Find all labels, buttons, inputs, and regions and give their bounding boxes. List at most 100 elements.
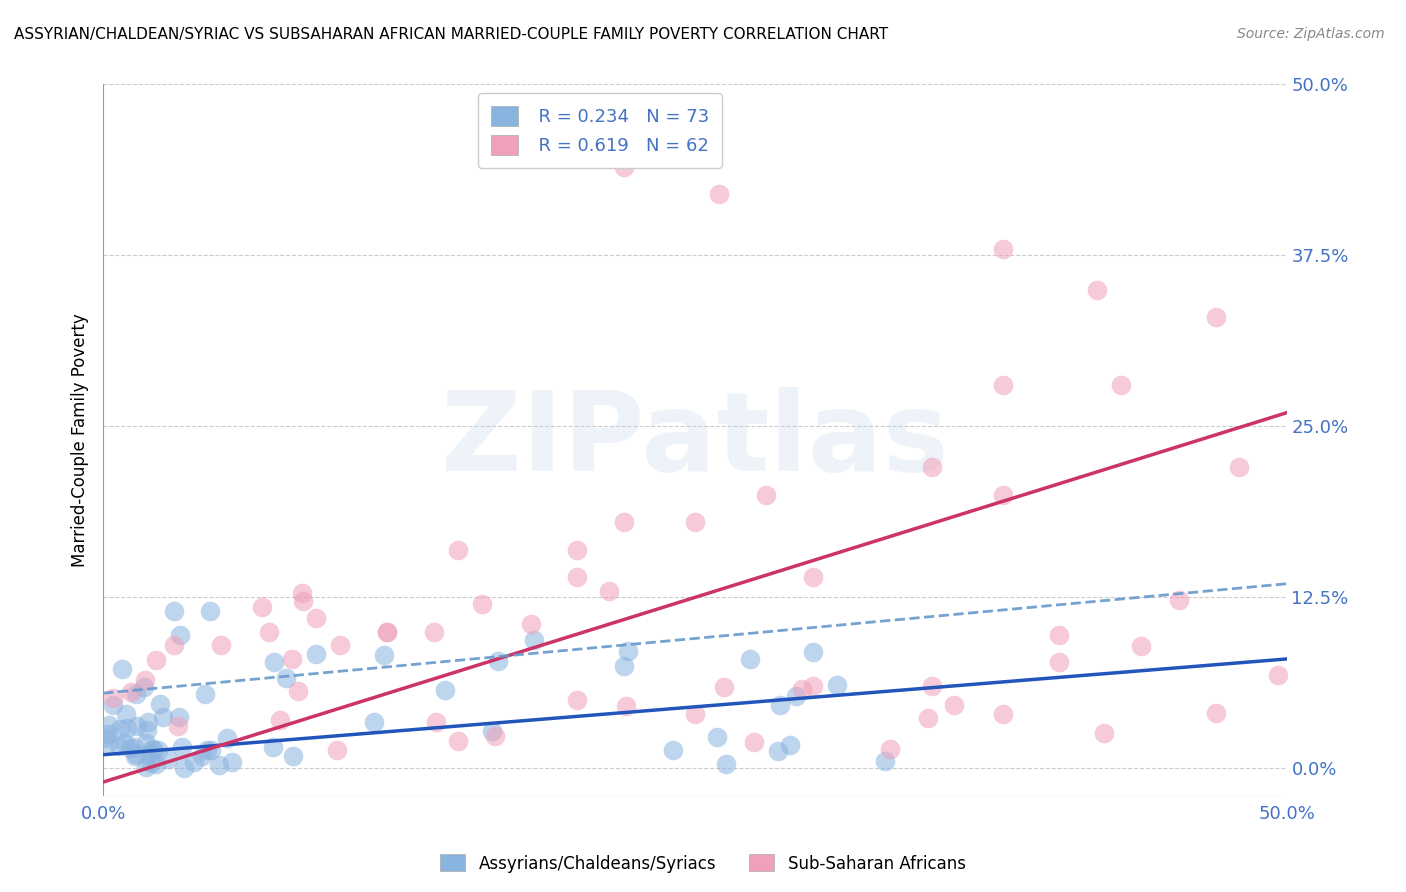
- Point: [433, 682, 456, 697]
- Point: [287, 683, 309, 698]
- Point: [991, 488, 1014, 502]
- Point: [598, 584, 620, 599]
- Point: [1205, 310, 1227, 324]
- Point: [766, 744, 789, 758]
- Point: [281, 652, 304, 666]
- Point: [94, 731, 117, 745]
- Point: [257, 624, 280, 639]
- Point: [115, 706, 138, 721]
- Point: [190, 748, 212, 763]
- Point: [167, 719, 190, 733]
- Point: [163, 604, 186, 618]
- Point: [195, 743, 218, 757]
- Point: [132, 681, 155, 695]
- Point: [101, 691, 124, 706]
- Point: [801, 645, 824, 659]
- Point: [117, 721, 139, 735]
- Point: [120, 684, 142, 698]
- Point: [135, 759, 157, 773]
- Point: [1267, 667, 1289, 681]
- Point: [683, 706, 706, 721]
- Point: [613, 160, 636, 174]
- Text: ASSYRIAN/CHALDEAN/SYRIAC VS SUBSAHARAN AFRICAN MARRIED-COUPLE FAMILY POVERTY COR: ASSYRIAN/CHALDEAN/SYRIAC VS SUBSAHARAN A…: [14, 27, 889, 42]
- Point: [149, 697, 172, 711]
- Point: [108, 722, 131, 736]
- Point: [194, 687, 217, 701]
- Point: [292, 593, 315, 607]
- Point: [136, 715, 159, 730]
- Point: [801, 679, 824, 693]
- Point: [523, 632, 546, 647]
- Point: [1168, 592, 1191, 607]
- Point: [252, 600, 274, 615]
- Point: [707, 186, 730, 201]
- Point: [134, 673, 156, 688]
- Point: [447, 542, 470, 557]
- Point: [363, 715, 385, 730]
- Point: [125, 747, 148, 761]
- Point: [141, 742, 163, 756]
- Point: [520, 616, 543, 631]
- Point: [1085, 283, 1108, 297]
- Point: [565, 693, 588, 707]
- Point: [305, 611, 328, 625]
- Point: [208, 758, 231, 772]
- Y-axis label: Married-Couple Family Poverty: Married-Couple Family Poverty: [72, 313, 89, 567]
- Point: [291, 586, 314, 600]
- Point: [486, 654, 509, 668]
- Point: [565, 570, 588, 584]
- Point: [769, 698, 792, 712]
- Point: [198, 604, 221, 618]
- Point: [1047, 655, 1070, 669]
- Point: [1227, 460, 1250, 475]
- Point: [447, 734, 470, 748]
- Point: [211, 638, 233, 652]
- Point: [97, 718, 120, 732]
- Point: [215, 731, 238, 745]
- Point: [221, 755, 243, 769]
- Point: [135, 736, 157, 750]
- Point: [114, 736, 136, 750]
- Point: [991, 242, 1014, 256]
- Point: [122, 740, 145, 755]
- Point: [141, 743, 163, 757]
- Point: [167, 710, 190, 724]
- Point: [742, 735, 765, 749]
- Point: [875, 754, 897, 768]
- Point: [921, 460, 943, 475]
- Point: [200, 743, 222, 757]
- Point: [263, 655, 285, 669]
- Point: [135, 723, 157, 737]
- Point: [785, 689, 807, 703]
- Point: [917, 711, 939, 725]
- Point: [269, 714, 291, 728]
- Point: [617, 644, 640, 658]
- Point: [283, 748, 305, 763]
- Point: [921, 679, 943, 693]
- Point: [326, 743, 349, 757]
- Point: [613, 658, 636, 673]
- Point: [124, 749, 146, 764]
- Point: [138, 747, 160, 762]
- Point: [375, 624, 398, 639]
- Point: [103, 698, 125, 713]
- Point: [108, 739, 131, 753]
- Point: [683, 515, 706, 529]
- Point: [613, 515, 636, 529]
- Point: [779, 738, 801, 752]
- Point: [1047, 628, 1070, 642]
- Point: [329, 638, 352, 652]
- Point: [565, 542, 588, 557]
- Point: [740, 652, 762, 666]
- Point: [97, 727, 120, 741]
- Point: [713, 681, 735, 695]
- Point: [471, 597, 494, 611]
- Point: [943, 698, 966, 713]
- Point: [1129, 640, 1152, 654]
- Point: [827, 678, 849, 692]
- Point: [163, 638, 186, 652]
- Point: [706, 730, 728, 744]
- Point: [97, 736, 120, 750]
- Point: [714, 756, 737, 771]
- Point: [173, 761, 195, 775]
